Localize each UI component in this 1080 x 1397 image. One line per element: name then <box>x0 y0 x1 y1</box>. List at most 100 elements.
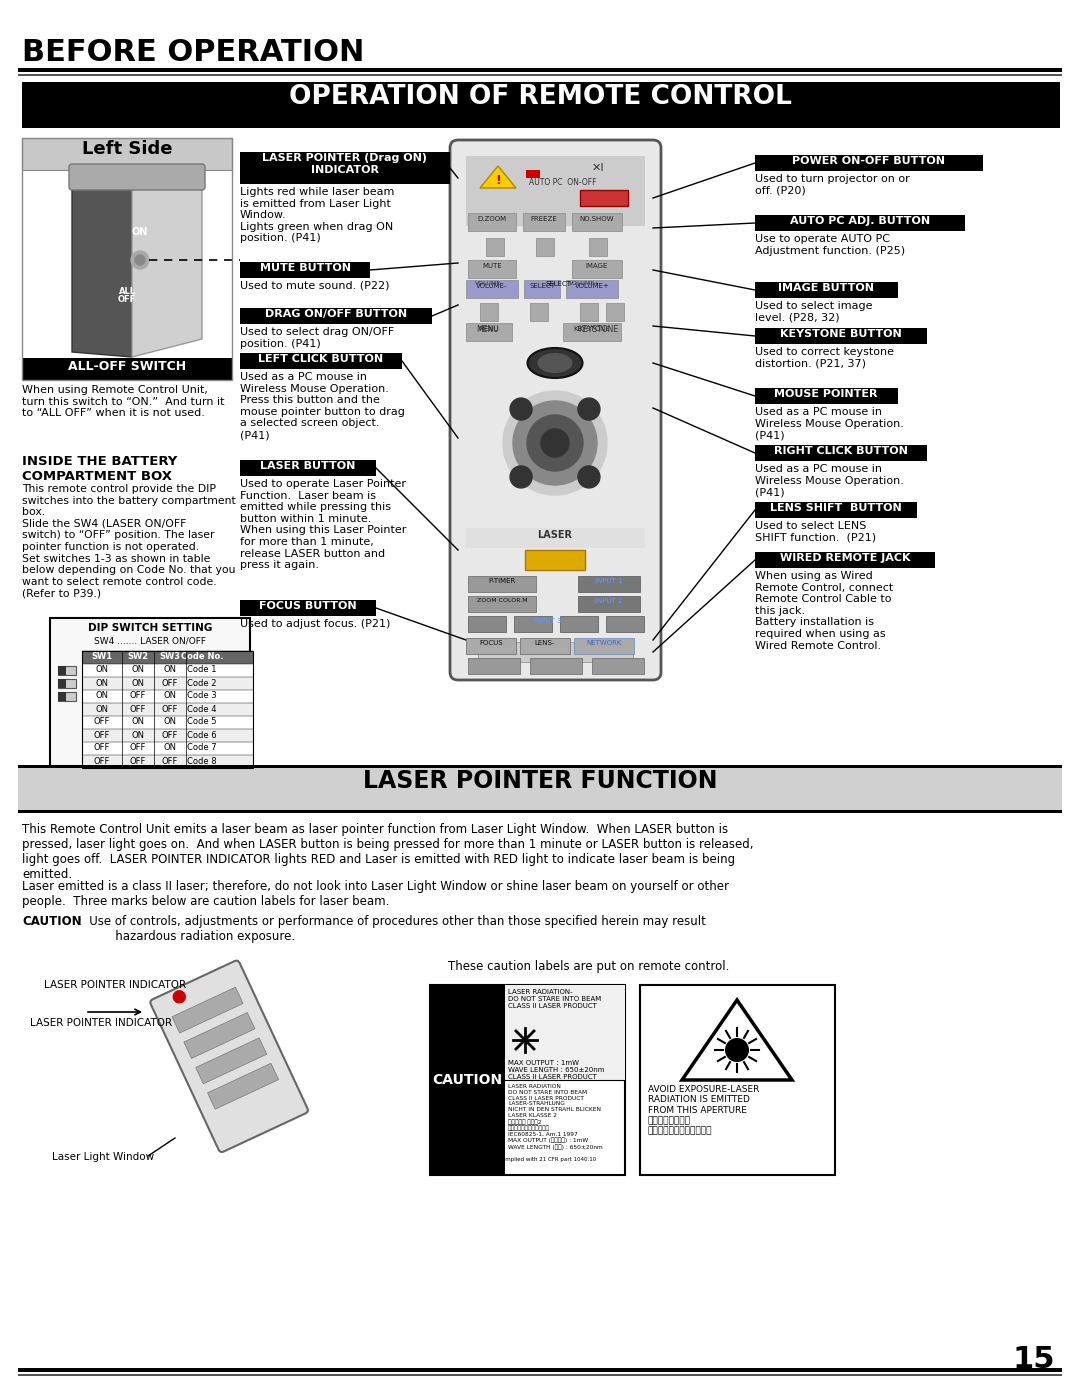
Text: OFF: OFF <box>130 704 146 714</box>
Bar <box>468 616 507 631</box>
Bar <box>566 279 618 298</box>
Circle shape <box>725 1038 750 1062</box>
Text: Code 5: Code 5 <box>187 718 217 726</box>
Text: Used to operate Laser Pointer
Function.  Laser beam is
emitted while pressing th: Used to operate Laser Pointer Function. … <box>240 479 406 570</box>
Bar <box>430 985 505 1175</box>
Ellipse shape <box>538 353 572 373</box>
Bar <box>524 279 561 298</box>
Text: KEYSTONE BUTTON: KEYSTONE BUTTON <box>780 330 902 339</box>
Text: Laser emitted is a class II laser; therefore, do not look into Laser Light Windo: Laser emitted is a class II laser; there… <box>22 880 729 908</box>
Bar <box>58 679 66 687</box>
Text: LEFT CLICK BUTTON: LEFT CLICK BUTTON <box>258 353 383 365</box>
Text: NETWORK: NETWORK <box>586 640 622 645</box>
Text: OFF: OFF <box>94 731 110 739</box>
Text: P-TIMER: P-TIMER <box>488 578 515 584</box>
Text: INPUT 3: INPUT 3 <box>535 617 562 624</box>
Bar <box>561 616 598 631</box>
Text: MOUSE POINTER: MOUSE POINTER <box>774 388 878 400</box>
Text: FOCUS: FOCUS <box>480 640 503 645</box>
Polygon shape <box>132 177 202 358</box>
Bar <box>465 156 645 226</box>
Bar <box>465 528 645 548</box>
Bar <box>592 658 644 673</box>
Text: MUTE BUTTON: MUTE BUTTON <box>259 263 351 272</box>
Text: Code 8: Code 8 <box>187 757 217 766</box>
Text: Code 4: Code 4 <box>187 704 217 714</box>
Bar <box>519 638 570 654</box>
Bar <box>18 74 1062 75</box>
Bar <box>755 155 983 170</box>
Bar <box>468 658 519 673</box>
Text: WIRED REMOTE JACK: WIRED REMOTE JACK <box>780 553 910 563</box>
Circle shape <box>541 429 569 457</box>
Text: Code 7: Code 7 <box>187 743 217 753</box>
Text: ON: ON <box>95 692 108 700</box>
Text: Laser Light Window: Laser Light Window <box>52 1153 154 1162</box>
Text: ON: ON <box>132 731 145 739</box>
Bar <box>589 237 607 256</box>
Text: Code 3: Code 3 <box>187 692 217 700</box>
Bar <box>536 237 554 256</box>
Bar <box>578 597 640 612</box>
Text: AUTO PC  ON-OFF: AUTO PC ON-OFF <box>529 177 597 187</box>
Text: This product is complied with 21 CFR part 1040.10: This product is complied with 21 CFR par… <box>457 1157 596 1162</box>
Bar <box>755 388 897 404</box>
Bar <box>755 446 927 461</box>
Bar <box>18 810 1062 813</box>
Bar <box>468 576 536 592</box>
Bar <box>82 651 253 664</box>
Bar <box>240 152 450 184</box>
Text: OPERATION OF REMOTE CONTROL: OPERATION OF REMOTE CONTROL <box>288 84 792 110</box>
Bar <box>505 985 625 1080</box>
Text: OFF: OFF <box>162 731 178 739</box>
Bar <box>465 323 512 341</box>
Text: VOLUME+: VOLUME+ <box>569 281 600 286</box>
Text: Used to mute sound. (P22): Used to mute sound. (P22) <box>240 281 390 291</box>
Bar <box>755 552 935 569</box>
Text: Used as a PC mouse in
Wireless Mouse Operation.
(P41): Used as a PC mouse in Wireless Mouse Ope… <box>755 407 904 440</box>
Text: ON: ON <box>163 718 176 726</box>
Text: MUTE: MUTE <box>482 263 502 270</box>
Bar <box>58 666 66 675</box>
Text: OFF: OFF <box>94 718 110 726</box>
Bar <box>240 599 376 616</box>
Bar <box>18 1368 1062 1372</box>
Bar <box>573 638 634 654</box>
Text: INPUT 1: INPUT 1 <box>595 578 623 584</box>
Text: These caution labels are put on remote control.: These caution labels are put on remote c… <box>448 960 729 972</box>
Text: SW4 ....... LASER ON/OFF: SW4 ....... LASER ON/OFF <box>94 637 206 645</box>
Polygon shape <box>72 172 132 358</box>
Text: This remote control provide the DIP
switches into the battery compartment
box.
S: This remote control provide the DIP swit… <box>22 483 235 598</box>
Bar <box>82 678 253 690</box>
Text: Code No.: Code No. <box>180 652 224 661</box>
Text: ON: ON <box>95 679 108 687</box>
Text: LASER: LASER <box>538 529 572 541</box>
Text: OFF: OFF <box>162 704 178 714</box>
Text: Used to select drag ON/OFF
position. (P41): Used to select drag ON/OFF position. (P4… <box>240 327 394 349</box>
Text: SW2: SW2 <box>127 652 149 661</box>
Text: MAX OUTPUT : 1mW
WAVE LENGTH : 650±20nm
CLASS II LASER PRODUCT: MAX OUTPUT : 1mW WAVE LENGTH : 650±20nm … <box>508 1060 605 1080</box>
Bar <box>240 353 402 369</box>
Circle shape <box>510 467 532 488</box>
Bar <box>530 658 582 673</box>
Text: LASER RADIATION-
DO NOT STARE INTO BEAM
CLASS II LASER PRODUCT: LASER RADIATION- DO NOT STARE INTO BEAM … <box>508 989 602 1009</box>
Bar <box>755 328 927 344</box>
Text: Left Side: Left Side <box>82 140 172 158</box>
FancyBboxPatch shape <box>150 961 308 1153</box>
Text: FREEZE: FREEZE <box>530 217 557 222</box>
Bar <box>207 1063 279 1109</box>
Bar <box>465 638 516 654</box>
Text: VOLUME+: VOLUME+ <box>575 284 609 289</box>
Text: 15: 15 <box>1013 1345 1055 1375</box>
Text: AVOID EXPOSURE-LASER
RADIATION IS EMITTED
FROM THIS APERTURE
レーザー光の出口
ビームのぞき込まない: AVOID EXPOSURE-LASER RADIATION IS EMITTE… <box>648 1085 759 1136</box>
Text: VOLUME-: VOLUME- <box>476 284 508 289</box>
Bar <box>468 212 516 231</box>
Text: When using as Wired
Remote Control, connect
Remote Control Cable to
this jack.
B: When using as Wired Remote Control, conn… <box>755 571 893 651</box>
Text: When using Remote Control Unit,
turn this switch to “ON.”  And turn it
to “ALL O: When using Remote Control Unit, turn thi… <box>22 386 225 418</box>
Bar <box>82 690 253 703</box>
Text: CAUTION: CAUTION <box>22 915 82 928</box>
Bar <box>606 303 624 321</box>
Bar <box>18 766 1062 813</box>
Text: ALL-OFF SWITCH: ALL-OFF SWITCH <box>68 360 186 373</box>
Circle shape <box>578 398 600 420</box>
